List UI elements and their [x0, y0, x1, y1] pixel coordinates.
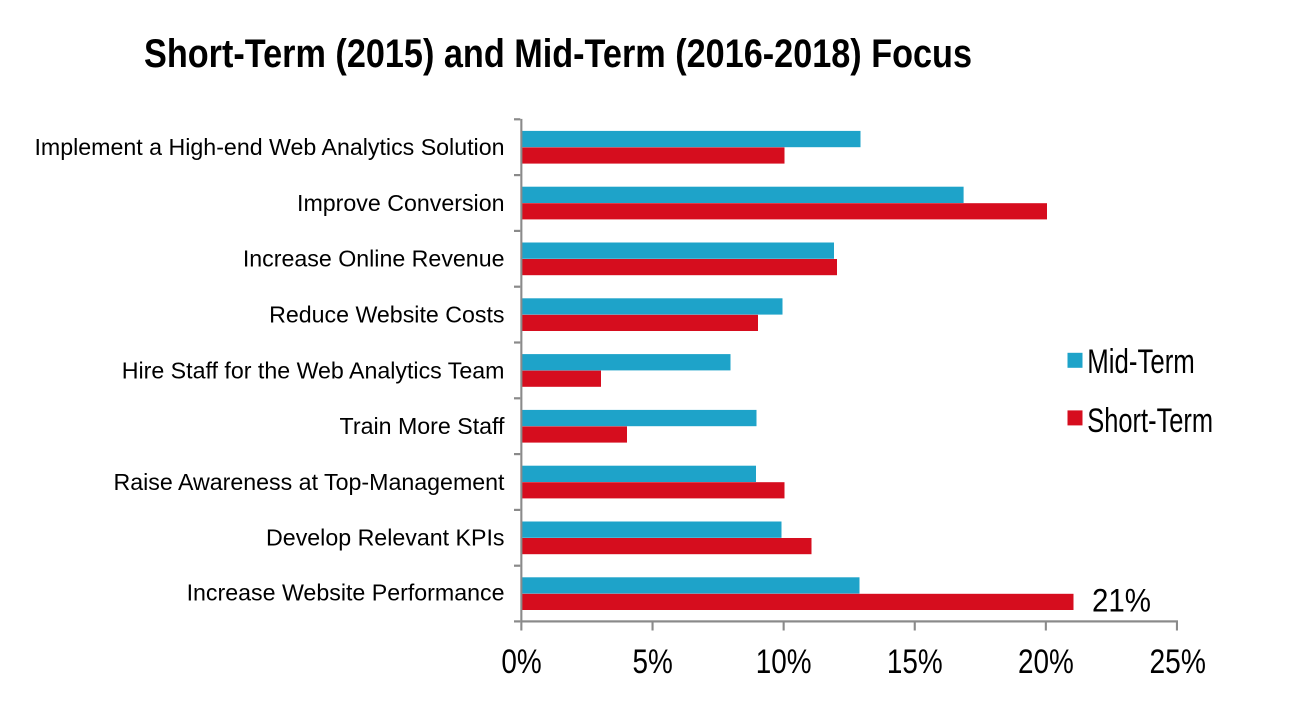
svg-text:Develop Relevant KPIs: Develop Relevant KPIs: [266, 525, 504, 551]
svg-text:Short-Term (2015) and Mid-Term: Short-Term (2015) and Mid-Term (2016-201…: [144, 32, 972, 76]
svg-text:Raise Awareness at Top-Managem: Raise Awareness at Top-Management: [114, 469, 506, 495]
svg-text:Increase Website Performance: Increase Website Performance: [187, 580, 505, 606]
svg-text:Increase Online Revenue: Increase Online Revenue: [243, 246, 505, 272]
svg-text:21%: 21%: [1092, 583, 1151, 619]
svg-text:Implement a High-end Web Analy: Implement a High-end Web Analytics Solut…: [34, 134, 504, 160]
svg-text:25%: 25%: [1150, 643, 1206, 681]
svg-text:Improve Conversion: Improve Conversion: [297, 190, 505, 216]
svg-text:Train More Staff: Train More Staff: [340, 413, 506, 439]
svg-text:20%: 20%: [1018, 643, 1074, 681]
svg-text:5%: 5%: [632, 643, 672, 681]
svg-text:Short-Term: Short-Term: [1087, 402, 1213, 440]
svg-text:Hire Staff for the Web Analyti: Hire Staff for the Web Analytics Team: [122, 357, 505, 383]
svg-text:Mid-Term: Mid-Term: [1087, 343, 1195, 381]
svg-text:10%: 10%: [756, 643, 812, 681]
svg-text:0%: 0%: [501, 643, 541, 681]
svg-text:Reduce Website Costs: Reduce Website Costs: [269, 302, 504, 328]
svg-text:15%: 15%: [887, 643, 943, 681]
